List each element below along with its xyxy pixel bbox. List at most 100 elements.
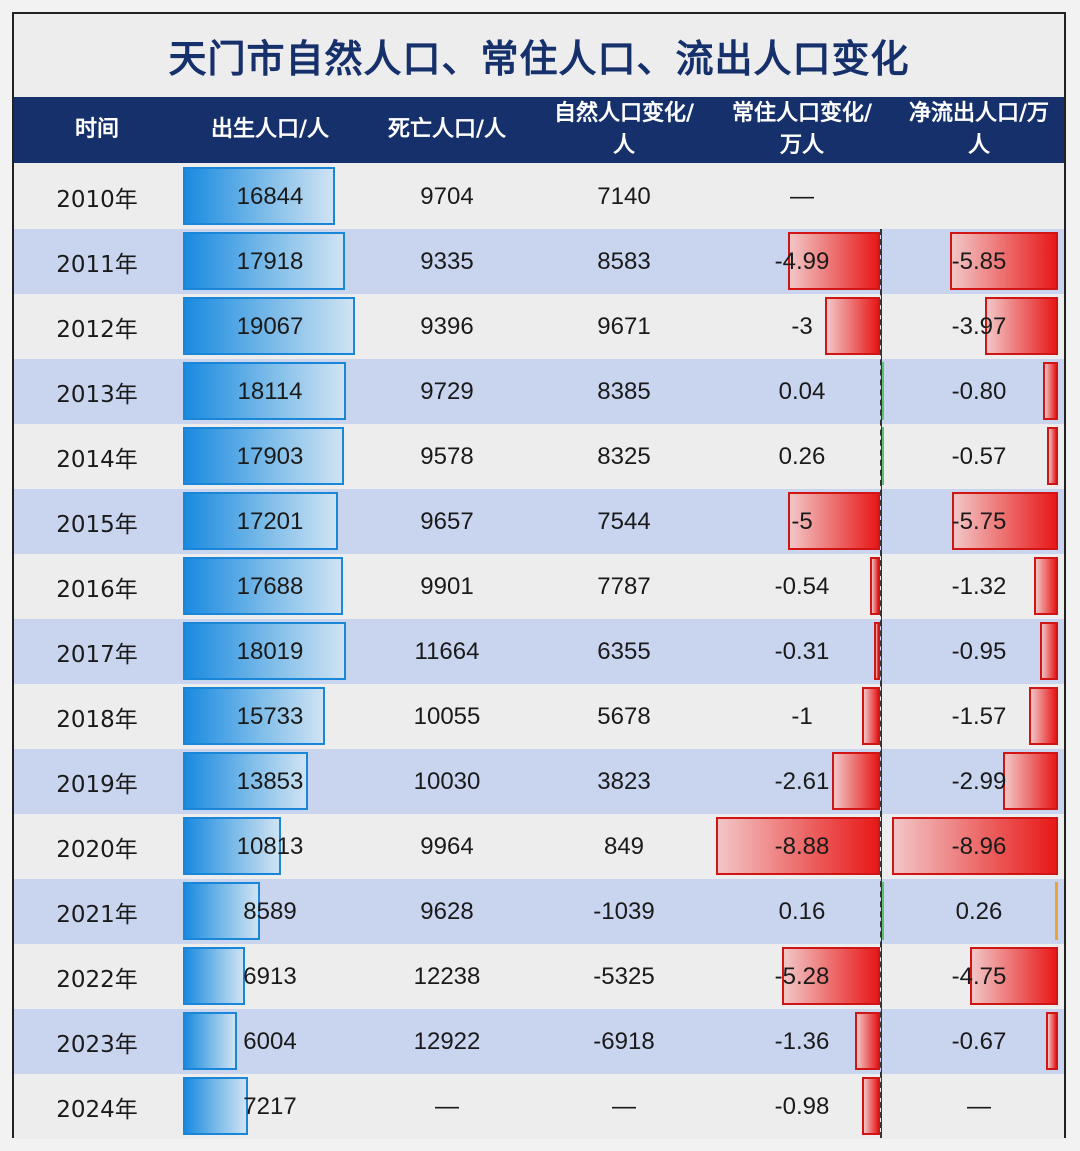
birth-bar	[183, 622, 346, 680]
net-outflow-bar	[1040, 622, 1058, 680]
net-outflow-bar	[1055, 882, 1058, 940]
cell-year: 2022年	[56, 966, 138, 993]
cell-resident: -1.36	[774, 1027, 830, 1055]
cell-netout: —	[967, 1092, 991, 1120]
resident-change-bar	[715, 817, 880, 875]
cell-natural: 6355	[597, 637, 651, 665]
table-header: 时间 出生人口/人 死亡人口/人 自然人口变化/人常住人口变化/万人 净流出人口/万人	[14, 97, 1064, 163]
cell-resident: -0.98	[774, 1092, 830, 1120]
net-outflow-bar	[949, 232, 1058, 290]
cell-birth: 18019	[236, 637, 304, 665]
birth-bar	[183, 817, 281, 875]
cell-natural: —	[612, 1092, 636, 1120]
cell-year: 2011年	[56, 251, 138, 278]
birth-bar	[183, 232, 345, 290]
resident-change-bar	[854, 1012, 880, 1070]
birth-bar	[183, 1012, 238, 1070]
cell-natural: 5678	[597, 702, 651, 730]
cell-death: 9628	[420, 897, 474, 925]
resident-change-bar	[787, 492, 880, 550]
cell-netout: -3.97	[951, 312, 1007, 340]
resident-change-bar	[824, 297, 880, 355]
table-row: 2012年 19067 9396 9671 -3 -3.97	[14, 294, 1064, 359]
table-row: 2020年 10813 9964 849 -8.88 -8.96	[14, 814, 1064, 879]
cell-death: 9335	[420, 247, 474, 275]
cell-birth: 17201	[236, 507, 304, 535]
cell-netout: -4.75	[951, 962, 1007, 990]
cell-birth: 17688	[236, 572, 304, 600]
cell-year: 2014年	[56, 446, 138, 473]
header-label: 万人	[779, 133, 824, 158]
cell-resident: -3	[791, 312, 813, 340]
cell-netout: -0.95	[951, 637, 1007, 665]
cell-death: 9657	[420, 507, 474, 535]
cell-year: 2023年	[56, 1031, 138, 1058]
cell-natural: -6918	[593, 1027, 655, 1055]
cell-netout: -0.80	[951, 377, 1007, 405]
resident-change-bar	[874, 622, 880, 680]
cell-resident: -4.99	[774, 247, 830, 275]
header-label: 时间	[74, 117, 119, 142]
cell-birth: 13853	[236, 767, 304, 795]
cell-natural: -1039	[593, 897, 655, 925]
cell-natural: 9671	[597, 312, 651, 340]
net-outflow-bar	[984, 297, 1058, 355]
birth-bar	[183, 167, 335, 225]
cell-natural: 7544	[597, 507, 651, 535]
birth-bar	[183, 1077, 249, 1135]
header-birth: 出生人口/人	[185, 97, 355, 163]
resident-zero-axis	[880, 229, 882, 1138]
header-natural: 自然人口变化/人	[534, 97, 714, 163]
header-label: 人	[612, 133, 635, 158]
header-label: 自然人口变化/	[553, 101, 695, 126]
net-outflow-bar	[1028, 687, 1058, 745]
cell-natural: -5325	[593, 962, 655, 990]
resident-change-bar	[831, 752, 880, 810]
cell-natural: 8583	[597, 247, 651, 275]
table-row: 2011年 17918 9335 8583 -4.99 -5.85	[14, 229, 1064, 294]
cell-death: 9578	[420, 442, 474, 470]
cell-netout: -1.57	[951, 702, 1007, 730]
cell-resident: -0.54	[774, 572, 830, 600]
resident-change-bar	[861, 687, 880, 745]
cell-natural: 849	[603, 832, 645, 860]
cell-death: 9964	[420, 832, 474, 860]
birth-bar	[183, 427, 345, 485]
cell-resident: 0.04	[778, 377, 826, 405]
table-row: 2015年 17201 9657 7544 -5 -5.75	[14, 489, 1064, 554]
cell-birth: 10813	[236, 832, 304, 860]
net-outflow-bar	[1002, 752, 1058, 810]
cell-year: 2017年	[56, 641, 138, 668]
table-row: 2016年 17688 9901 7787 -0.54 -1.32	[14, 554, 1064, 619]
header-resident: 常住人口变化/万人	[717, 97, 887, 163]
cell-netout: -2.99	[951, 767, 1007, 795]
cell-birth: 8589	[243, 897, 297, 925]
net-outflow-bar	[1047, 427, 1058, 485]
resident-change-bar	[881, 427, 884, 485]
cell-resident: -2.61	[774, 767, 830, 795]
cell-netout	[894, 164, 1064, 229]
resident-change-bar	[787, 232, 880, 290]
cell-year: 2020年	[56, 836, 138, 863]
cell-resident: -5.28	[774, 962, 830, 990]
cell-year: 2010年	[56, 186, 138, 213]
birth-bar	[183, 947, 246, 1005]
cell-birth: 16844	[236, 182, 304, 210]
table-row: 2018年 15733 10055 5678 -1 -1.57	[14, 684, 1064, 749]
cell-death: 12238	[413, 962, 481, 990]
cell-year: 2024年	[56, 1096, 138, 1123]
header-label: 常住人口变化/	[731, 101, 873, 126]
cell-birth: 6004	[243, 1027, 297, 1055]
table-row: 2014年 17903 9578 8325 0.26 -0.57	[14, 424, 1064, 489]
birth-bar	[183, 362, 347, 420]
cell-netout: -1.32	[951, 572, 1007, 600]
cell-year: 2016年	[56, 576, 138, 603]
cell-resident: -8.88	[774, 832, 830, 860]
cell-death: 10055	[413, 702, 481, 730]
header-label: 净流出人口/万	[908, 101, 1050, 126]
cell-resident: -5	[791, 507, 813, 535]
cell-netout: -8.96	[951, 832, 1007, 860]
table-row: 2019年 13853 10030 3823 -2.61 -2.99	[14, 749, 1064, 814]
net-outflow-bar	[892, 817, 1058, 875]
cell-resident: 0.16	[778, 897, 826, 925]
